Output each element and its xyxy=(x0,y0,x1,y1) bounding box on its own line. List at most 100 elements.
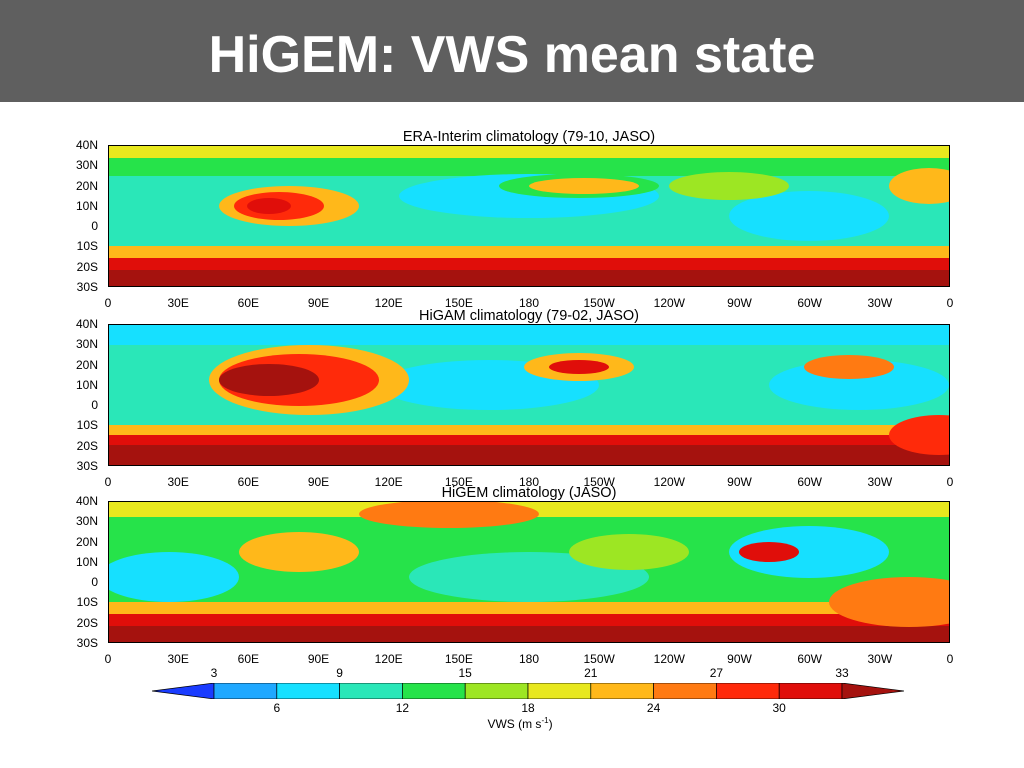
colorbar-tick-label: 6 xyxy=(273,701,281,715)
colorbar-swatch xyxy=(841,683,904,699)
colorbar-tick-label: 12 xyxy=(395,701,410,715)
lat-tick-label: 30N xyxy=(75,158,98,173)
lon-tick-label: 120E xyxy=(374,475,403,489)
lon-tick-label: 30E xyxy=(167,475,189,489)
lon-tick-label: 60W xyxy=(797,475,822,489)
lon-tick-label: 150E xyxy=(444,652,473,666)
lon-tick-label: 150E xyxy=(444,296,473,310)
lon-tick-label: 60E xyxy=(237,296,259,310)
lat-tick-label: 30N xyxy=(75,337,98,352)
colorbar-swatch xyxy=(464,683,529,699)
lat-tick-label: 30N xyxy=(75,514,98,529)
colorbar-swatch xyxy=(653,683,717,699)
colorbar-unit-label: VWS (m s-1) xyxy=(440,716,600,731)
lat-tick-label: 20N xyxy=(75,357,98,372)
lon-tick-label: 150E xyxy=(444,475,473,489)
lat-tick-label: 10N xyxy=(75,377,98,392)
colorbar-tick-label: 9 xyxy=(336,666,343,680)
lon-tick-label: 30W xyxy=(867,475,893,489)
lon-tick-label: 60W xyxy=(797,296,822,310)
lon-tick-label: 120W xyxy=(653,296,685,310)
lat-tick-label: 20N xyxy=(75,534,98,549)
panel-title: ERA-Interim climatology (79-10, JASO) xyxy=(402,129,656,145)
panel-title: HiGAM climatology (79-02, JASO) xyxy=(419,308,639,324)
lat-tick-label: 10N xyxy=(75,554,98,569)
map-panel-higam: HiGAM climatology (79-02, JASO) xyxy=(0,308,1024,504)
vws-map xyxy=(108,145,950,287)
lat-tick-label: 40N xyxy=(75,138,98,152)
lon-tick-label: 0 xyxy=(946,296,954,310)
unit-exponent: -1 xyxy=(541,716,549,725)
lon-tick-label: 150W xyxy=(583,475,615,489)
colorbar-tick-label: 21 xyxy=(584,666,598,680)
unit-text: VWS (m s xyxy=(487,717,542,731)
colorbar-swatch xyxy=(716,683,780,699)
lon-tick-label: 0 xyxy=(104,296,112,310)
colorbar-tick-label: 18 xyxy=(521,701,535,715)
lat-tick-label: 0 xyxy=(91,575,98,590)
colorbar-tick-label: 3 xyxy=(210,666,218,680)
lat-tick-label: 20S xyxy=(76,259,98,274)
lon-tick-label: 120E xyxy=(374,652,403,666)
lon-tick-label: 90E xyxy=(307,296,330,310)
colorbar-swatch xyxy=(527,683,592,699)
vws-contour-field xyxy=(109,146,949,286)
colorbar-swatch xyxy=(152,683,215,699)
lat-tick-label: 20S xyxy=(76,438,98,453)
unit-close: ) xyxy=(548,717,553,731)
colorbar xyxy=(152,683,904,699)
map-panel-higem: HiGEM climatology (JASO) xyxy=(0,485,1024,681)
lat-tick-label: 0 xyxy=(91,398,98,413)
lon-tick-label: 150W xyxy=(583,296,615,310)
lat-tick-label: 10S xyxy=(76,239,98,254)
lon-tick-label: 0 xyxy=(104,475,112,489)
colorbar-tick-label: 24 xyxy=(646,701,661,715)
lon-tick-label: 60E xyxy=(237,475,259,489)
panel-title: HiGEM climatology (JASO) xyxy=(441,485,617,501)
lat-tick-label: 10S xyxy=(76,595,98,610)
lon-tick-label: 0 xyxy=(946,475,954,489)
lon-tick-label: 90E xyxy=(307,652,330,666)
map-panel-era: ERA-Interim climatology (79-10, JASO) xyxy=(0,129,1024,325)
lon-tick-label: 0 xyxy=(946,652,954,666)
lat-tick-label: 40N xyxy=(75,494,98,508)
colorbar-swatch xyxy=(778,683,843,699)
lon-tick-label: 90W xyxy=(727,475,752,489)
colorbar-tick-label: 27 xyxy=(709,666,724,680)
lon-tick-label: 180 xyxy=(518,652,540,666)
lat-tick-label: 20N xyxy=(75,178,98,193)
lon-tick-label: 0 xyxy=(104,652,112,666)
colorbar-tick-label: 30 xyxy=(772,701,786,715)
colorbar-swatch xyxy=(590,683,654,699)
lon-tick-label: 120W xyxy=(653,475,685,489)
lon-tick-label: 120W xyxy=(653,652,685,666)
lon-tick-label: 120E xyxy=(374,296,403,310)
lon-tick-label: 60E xyxy=(237,652,259,666)
lat-tick-label: 30S xyxy=(76,636,98,650)
lat-tick-label: 10N xyxy=(75,198,98,213)
colorbar-swatch xyxy=(213,683,278,699)
vws-contour-field xyxy=(109,502,949,642)
lat-tick-label: 30S xyxy=(76,459,98,473)
title-bar xyxy=(0,0,1024,102)
lon-tick-label: 60W xyxy=(797,652,822,666)
lat-tick-label: 10S xyxy=(76,418,98,433)
lon-tick-label: 30E xyxy=(167,296,189,310)
colorbar-swatch xyxy=(276,683,340,699)
colorbar-swatch xyxy=(339,683,403,699)
colorbar-tick-label: 33 xyxy=(835,666,849,680)
vws-map xyxy=(108,501,950,643)
colorbar-swatch xyxy=(402,683,466,699)
vws-map xyxy=(108,324,950,466)
lon-tick-label: 90W xyxy=(727,296,752,310)
lat-tick-label: 0 xyxy=(91,219,98,234)
slide-title: HiGEM: VWS mean state xyxy=(208,26,816,84)
lon-tick-label: 180 xyxy=(518,296,540,310)
lon-tick-label: 30W xyxy=(867,296,893,310)
lat-tick-label: 30S xyxy=(76,280,98,294)
lat-tick-label: 20S xyxy=(76,615,98,630)
lon-tick-label: 180 xyxy=(518,475,540,489)
lon-tick-label: 90W xyxy=(727,652,752,666)
lat-tick-label: 40N xyxy=(75,317,98,331)
lon-tick-label: 30E xyxy=(167,652,189,666)
